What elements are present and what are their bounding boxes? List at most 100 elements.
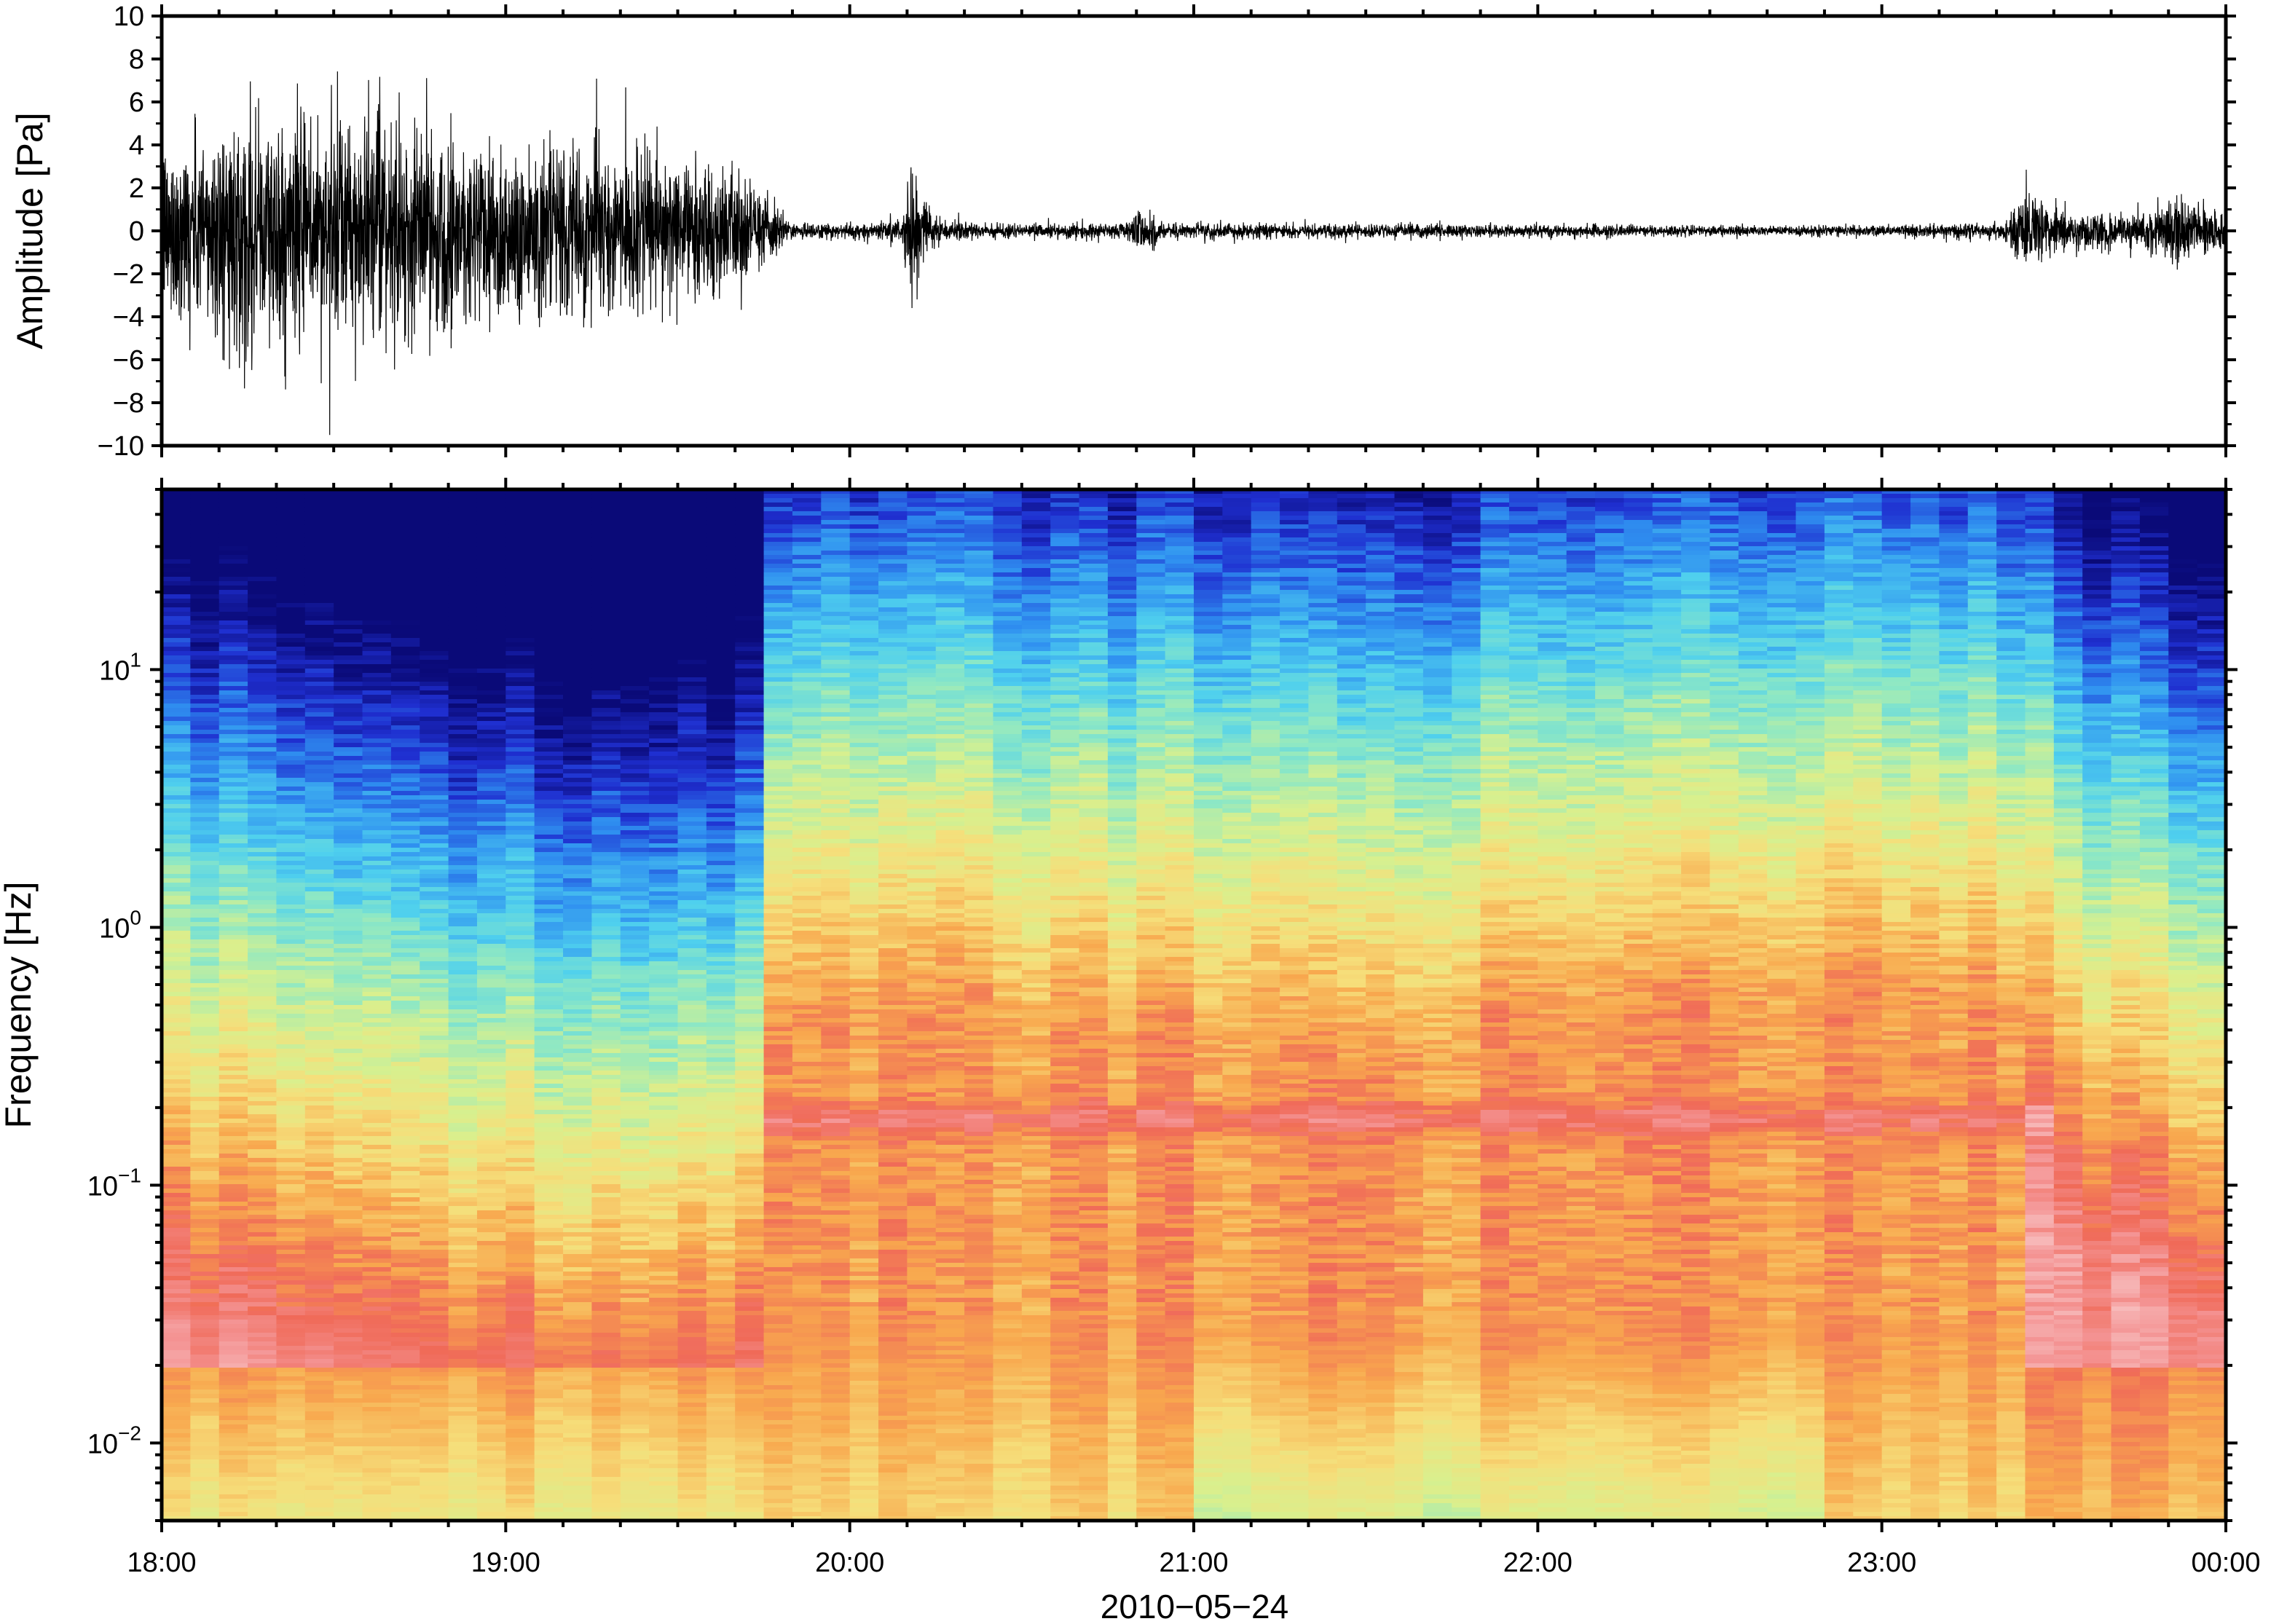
spectrogram-cell [248,1202,278,1207]
spectrogram-cell [735,896,765,901]
spectrogram-cell [649,1066,679,1071]
spectrogram-cell [334,821,363,827]
spectrogram-cell [706,957,736,962]
spectrogram-cell [476,1451,507,1456]
spectrogram-cell [248,1119,278,1124]
spectrogram-cell [591,555,621,560]
spectrogram-cell [591,1512,621,1517]
spectrogram-cell [591,721,621,726]
spectrogram-cell [248,787,278,792]
spectrogram-cell [276,1027,306,1032]
spectrogram-cell [677,782,707,787]
spectrogram-cell [591,1298,621,1303]
spectrogram-cell [476,974,507,979]
spectrogram-cell [677,1381,707,1386]
spectrogram-cell [534,1503,564,1508]
spectrogram-cell [505,1376,535,1381]
spectrogram-cell [248,1298,278,1303]
spectrogram-cell [420,760,449,765]
spectrogram-cell [248,1062,278,1067]
spectrogram-cell [476,603,507,608]
spectrogram-cell [276,1403,306,1408]
spectrogram-cell [649,817,679,822]
spectrogram-cell [591,642,621,647]
spectrogram-cell [534,599,564,604]
spectrogram-cell [276,1171,306,1176]
spectrogram-cell [534,931,564,936]
spectrogram-cell [476,1062,507,1067]
spectrogram-cell [448,752,478,757]
spectrogram-cell [620,1193,650,1198]
spectrogram-cell [219,752,248,757]
spectrogram-cell [420,830,449,835]
spectrogram-cell [534,1123,564,1128]
spectrogram-cell [420,1390,449,1395]
spectrogram-cell [620,603,650,608]
spectrogram-cell [649,581,679,586]
spectrogram-cell [706,935,736,940]
spectrogram-cell [563,918,593,923]
spectrogram-cell [162,1071,192,1076]
spectrogram-cell [505,507,535,512]
spectrogram-cell [534,625,564,630]
spectrogram-cell [476,970,507,975]
spectrogram-cell [390,1267,421,1272]
spectrogram-cell [476,577,507,582]
spectrogram-cell [362,1189,392,1194]
spectrogram-cell [390,651,421,656]
spectrogram-cell [420,852,449,857]
spectrogram-cell [334,1298,363,1303]
spectrogram-cell [190,730,220,735]
spectrogram-cell [620,765,650,770]
spectrogram-cell [276,577,306,582]
spectrogram-cell [390,782,421,787]
spectrogram-cell [420,603,449,608]
spectrogram-cell [505,835,535,840]
spectrogram-cell [276,1350,306,1355]
spectrogram-cell [190,717,220,722]
spectrogram-cell [620,581,650,586]
spectrogram-cell [677,542,707,547]
spectrogram-cell [476,1411,507,1416]
spectrogram-cell [304,1084,334,1089]
spectrogram-cell [420,1101,449,1106]
spectrogram-cell [505,918,535,923]
spectrogram-cell [420,795,449,800]
spectrogram-cell [190,1473,220,1478]
spectrogram-cell [276,791,306,796]
spectrogram-cell [162,808,192,813]
spectrogram-cell [362,1071,392,1076]
spectrogram-cell [276,883,306,888]
spectrogram-cell [649,1311,679,1316]
spectrogram-cell [591,1285,621,1290]
spectrogram-cell [390,1512,421,1517]
spectrogram-cell [334,773,363,779]
spectrogram-cell [735,546,765,551]
spectrogram-cell [362,1289,392,1294]
spectrogram-cell [219,1481,248,1486]
spectrogram-cell [706,944,736,949]
spectrogram-cell [563,843,593,848]
spectrogram-cell [420,1324,449,1329]
spectrogram-cell [563,594,593,599]
spectrogram-cell [219,651,248,656]
spectrogram-cell [420,1062,449,1067]
spectrogram-cell [448,533,478,538]
spectrogram-cell [390,712,421,717]
spectrogram-cell [677,1390,707,1395]
spectrogram-cell [563,1250,593,1255]
spectrogram-cell [304,577,334,582]
spectrogram-cell [304,900,334,905]
spectrogram-cell [304,590,334,595]
spectrogram-cell [620,677,650,682]
spectrogram-cell [390,1263,421,1268]
spectrogram-cell [649,1507,679,1513]
spectrogram-cell [706,1494,736,1499]
spectrogram-cell [219,529,248,534]
spectrogram-cell [162,918,192,923]
spectrogram-cell [162,1154,192,1159]
spectrogram-cell [706,1315,736,1320]
spectrogram-cell [505,651,535,656]
spectrogram-cell [649,778,679,783]
spectrogram-cell [591,1149,621,1154]
